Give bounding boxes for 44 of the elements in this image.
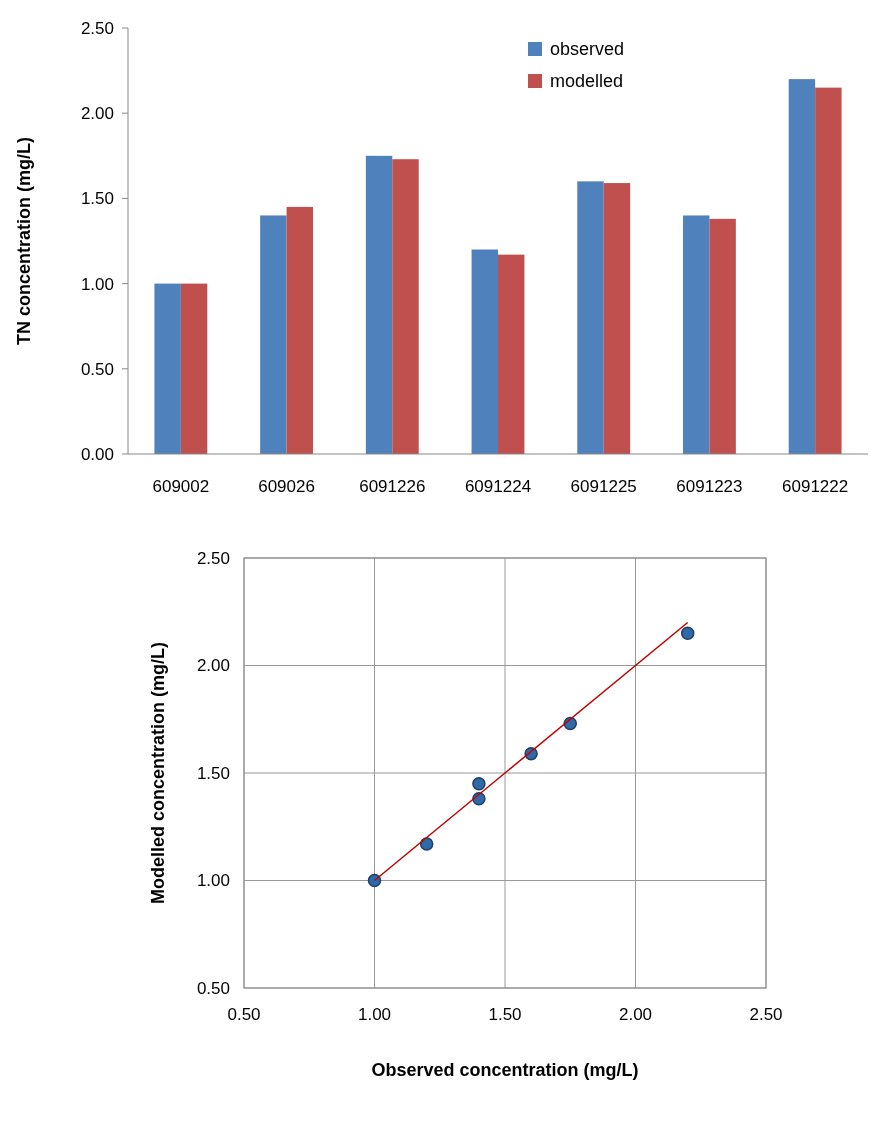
bar	[471, 249, 498, 454]
bar	[286, 206, 313, 454]
y-tick-label: 2.00	[196, 656, 230, 676]
x-tick-label: 6091222	[782, 477, 849, 496]
x-tick-label: 1.50	[488, 1005, 522, 1024]
y-tick-label: 1.50	[196, 763, 230, 783]
legend-label: observed	[550, 39, 625, 60]
bar	[788, 79, 816, 454]
x-tick-label: 609002	[152, 477, 210, 496]
y-tick-label: 2.50	[196, 548, 230, 568]
bar	[577, 181, 604, 454]
legend-label: modelled	[550, 71, 624, 92]
x-tick-label: 6091223	[676, 477, 743, 496]
bar	[709, 218, 736, 454]
y-tick-label: 0.50	[196, 978, 230, 998]
y-axis-title: Modelled concentration (mg/L)	[148, 641, 168, 905]
x-tick-label: 1.00	[357, 1005, 392, 1024]
bar	[365, 155, 393, 454]
bar	[603, 183, 631, 454]
bar	[683, 215, 710, 454]
x-tick-label: 6091224	[464, 477, 532, 496]
y-tick-label: 0.50	[80, 359, 114, 379]
y-tick-label: 1.00	[80, 274, 114, 294]
y-tick-label: 2.00	[80, 104, 114, 124]
bar	[392, 159, 419, 454]
x-tick-label: 6091225	[570, 477, 637, 496]
bar	[498, 254, 525, 454]
bar	[180, 283, 208, 454]
x-axis-title: Observed concentration (mg/L)	[371, 1060, 639, 1080]
y-tick-label: 1.00	[196, 871, 230, 891]
x-tick-label: 2.00	[618, 1005, 653, 1024]
bar	[260, 215, 287, 454]
y-tick-label: 0.00	[80, 444, 114, 464]
x-tick-label: 609026	[258, 477, 315, 496]
bar	[815, 87, 842, 454]
y-tick-label: 1.50	[80, 189, 114, 209]
x-tick-label: 6091226	[359, 477, 426, 496]
x-tick-label: 0.50	[227, 1005, 261, 1024]
x-tick-label: 2.50	[749, 1005, 783, 1024]
point	[680, 626, 695, 640]
y-axis-title: TN concentration (mg/L)	[14, 137, 34, 345]
bar	[154, 283, 181, 454]
point	[472, 777, 486, 791]
y-tick-label: 2.50	[80, 18, 114, 38]
